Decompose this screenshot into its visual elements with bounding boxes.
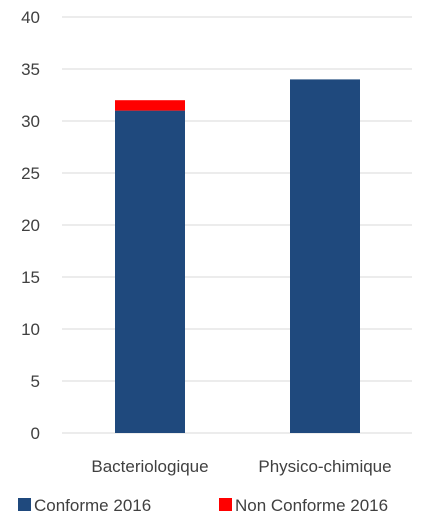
legend-swatch [219,498,232,511]
y-tick-label: 40 [21,8,40,27]
y-tick-label: 20 [21,216,40,235]
y-tick-label: 5 [31,372,40,391]
y-tick-label: 30 [21,112,40,131]
y-tick-label: 25 [21,164,40,183]
y-tick-label: 15 [21,268,40,287]
legend: Conforme 2016 Non Conforme 2016 [18,496,388,515]
bar-conforme [290,79,360,434]
legend-label: Non Conforme 2016 [235,496,388,515]
legend-label: Conforme 2016 [34,496,151,515]
y-axis-tick-labels: 0 5 10 15 20 25 30 35 40 [21,8,40,443]
y-tick-label: 35 [21,60,40,79]
x-category-label: Bacteriologique [91,457,208,476]
bar-conforme [115,110,185,433]
y-tick-label: 10 [21,320,40,339]
x-category-label: Physico-chimique [258,457,391,476]
bar-non-conforme [115,100,185,111]
legend-swatch [18,498,31,511]
bars [115,79,360,434]
x-axis-category-labels: Bacteriologique Physico-chimique [91,457,391,476]
y-tick-label: 0 [31,424,40,443]
